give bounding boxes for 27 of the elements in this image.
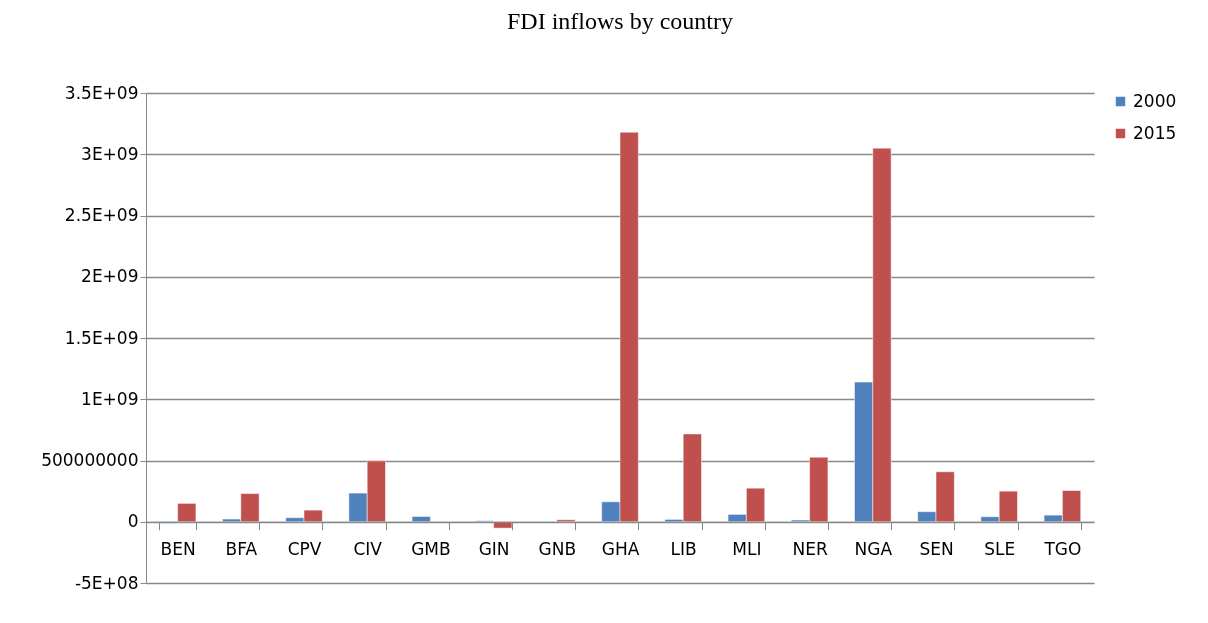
y-tick-label: 2E+09	[81, 266, 139, 287]
y-tick-label: 1E+09	[81, 388, 139, 409]
chart-title: FDI inflows by country	[507, 8, 733, 34]
x-tick-label: LIB	[670, 539, 697, 560]
x-tick-label: TGO	[1043, 539, 1082, 560]
x-tick-label: GMB	[411, 539, 451, 560]
x-tick-label: GNB	[538, 539, 577, 560]
legend-label: 2000	[1133, 90, 1177, 111]
legend-label: 2015	[1133, 122, 1177, 143]
x-tick-label: MLI	[732, 539, 762, 560]
x-tick-label: NGA	[854, 539, 893, 560]
y-tick-label: 3.5E+09	[64, 82, 139, 103]
y-tick-label: 0	[127, 511, 139, 532]
x-tick-label: BFA	[225, 539, 258, 560]
x-tick-label: GIN	[478, 539, 510, 560]
x-tick-label: CIV	[353, 539, 383, 560]
x-tick-label: CPV	[287, 539, 322, 560]
x-tick-label: NER	[792, 539, 828, 560]
x-tick-label: SEN	[919, 539, 954, 560]
x-tick-label: SLE	[984, 539, 1016, 560]
x-tick-label: GHA	[601, 539, 640, 560]
y-tick-label: 1.5E+09	[64, 327, 139, 348]
y-tick-label: -5E+08	[74, 572, 139, 593]
y-tick-label: 2.5E+09	[64, 205, 139, 225]
x-tick-label: BEN	[160, 539, 196, 560]
y-tick-label: 500000000	[41, 450, 139, 470]
y-tick-label: 3E+09	[81, 143, 139, 164]
